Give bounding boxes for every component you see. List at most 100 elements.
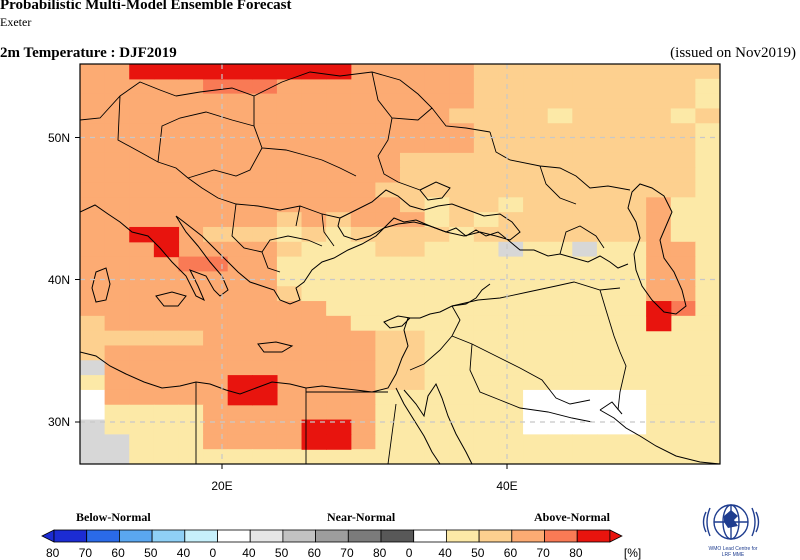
grid-cell [424, 256, 450, 272]
grid-cell [129, 152, 155, 169]
grid-cell [153, 182, 180, 198]
grid-cell [547, 93, 573, 110]
grid-cell [523, 78, 549, 95]
grid-cell [695, 197, 720, 213]
grid-cell [276, 330, 303, 347]
grid-cell [596, 152, 623, 169]
grid-cell [375, 449, 401, 464]
grid-cell [424, 286, 450, 302]
grid-cell [572, 301, 598, 317]
grid-cell [227, 226, 253, 243]
legend-tick-label: 60 [307, 546, 321, 560]
grid-cell [375, 345, 401, 361]
grid-cell [203, 330, 229, 347]
grid-cell [252, 123, 278, 139]
grid-cell [473, 360, 500, 376]
grid-cell [695, 226, 720, 243]
grid-cell [252, 197, 278, 213]
grid-cell [646, 78, 672, 95]
grid-cell [621, 64, 647, 80]
grid-cell [276, 241, 303, 258]
grid-cell [178, 286, 204, 302]
grid-cell [252, 167, 278, 184]
grid-cell [276, 404, 303, 421]
grid-cell [129, 434, 155, 450]
grid-cell [80, 330, 106, 347]
grid-cell [350, 93, 376, 110]
grid-cell [203, 108, 229, 124]
grid-cell [596, 434, 623, 450]
grid-cell [326, 301, 352, 317]
grid-cell [400, 315, 426, 332]
grid-cell [153, 286, 180, 302]
grid-cell [227, 360, 253, 376]
grid-cell [547, 301, 573, 317]
grid-cell [104, 241, 130, 258]
grid-cell [424, 226, 450, 243]
grid-cell [400, 182, 426, 198]
grid-cell [178, 241, 204, 258]
grid-cell [326, 286, 352, 302]
grid-cell [621, 108, 647, 124]
grid-cell [498, 108, 524, 124]
grid-cell [424, 78, 450, 95]
grid-cell [646, 197, 672, 213]
grid-cell [400, 389, 426, 406]
grid-cell [375, 152, 401, 169]
grid-cell [646, 389, 672, 406]
grid-cell [104, 286, 130, 302]
grid-cell [695, 167, 720, 184]
grid-cell [178, 197, 204, 213]
grid-cell [129, 167, 155, 184]
grid-cell [129, 449, 155, 464]
grid-cell [670, 434, 696, 450]
grid-cell [203, 315, 229, 332]
legend-swatch-near [347, 529, 382, 543]
grid-cell [572, 138, 598, 154]
grid-cell [129, 330, 155, 347]
grid-cell [670, 123, 696, 139]
grid-cell [276, 212, 303, 228]
grid-cell [670, 197, 696, 213]
grid-cell [203, 301, 229, 317]
grid-cell [424, 152, 450, 169]
grid-cell [547, 182, 573, 198]
grid-cell [375, 271, 401, 287]
grid-cell [400, 345, 426, 361]
grid-cell [178, 419, 204, 435]
grid-cell [473, 375, 500, 391]
grid-cell [547, 226, 573, 243]
grid-cell [572, 123, 598, 139]
grid-cell [104, 301, 130, 317]
grid-cell [596, 226, 623, 243]
legend-colorbar [41, 529, 623, 543]
grid-cell [400, 197, 426, 213]
grid-cell [547, 152, 573, 169]
grid-cell [276, 167, 303, 184]
grid-cell-hot [252, 389, 278, 406]
grid-cell [449, 182, 475, 198]
grid-cell [80, 64, 106, 80]
grid-cell [203, 345, 229, 361]
grid-cell [424, 212, 450, 228]
grid-cell [129, 404, 155, 421]
grid-cell [350, 301, 376, 317]
grid-cell [498, 64, 524, 80]
grid-cell [375, 375, 401, 391]
grid-cell [596, 330, 623, 347]
grid-cell [646, 330, 672, 347]
grid-cell [326, 330, 352, 347]
legend-swatch-above [445, 529, 480, 543]
grid-cell [523, 226, 549, 243]
legend-tick-label: 40 [242, 546, 256, 560]
grid-cell [572, 375, 598, 391]
grid-cell [621, 226, 647, 243]
grid-cell [350, 375, 376, 391]
grid-cell [326, 108, 352, 124]
grid-cell [621, 286, 647, 302]
grid-cell [400, 123, 426, 139]
grid-cell [80, 345, 106, 361]
grid-cell [572, 345, 598, 361]
grid-cell [301, 241, 327, 258]
grid-cell [670, 315, 696, 332]
